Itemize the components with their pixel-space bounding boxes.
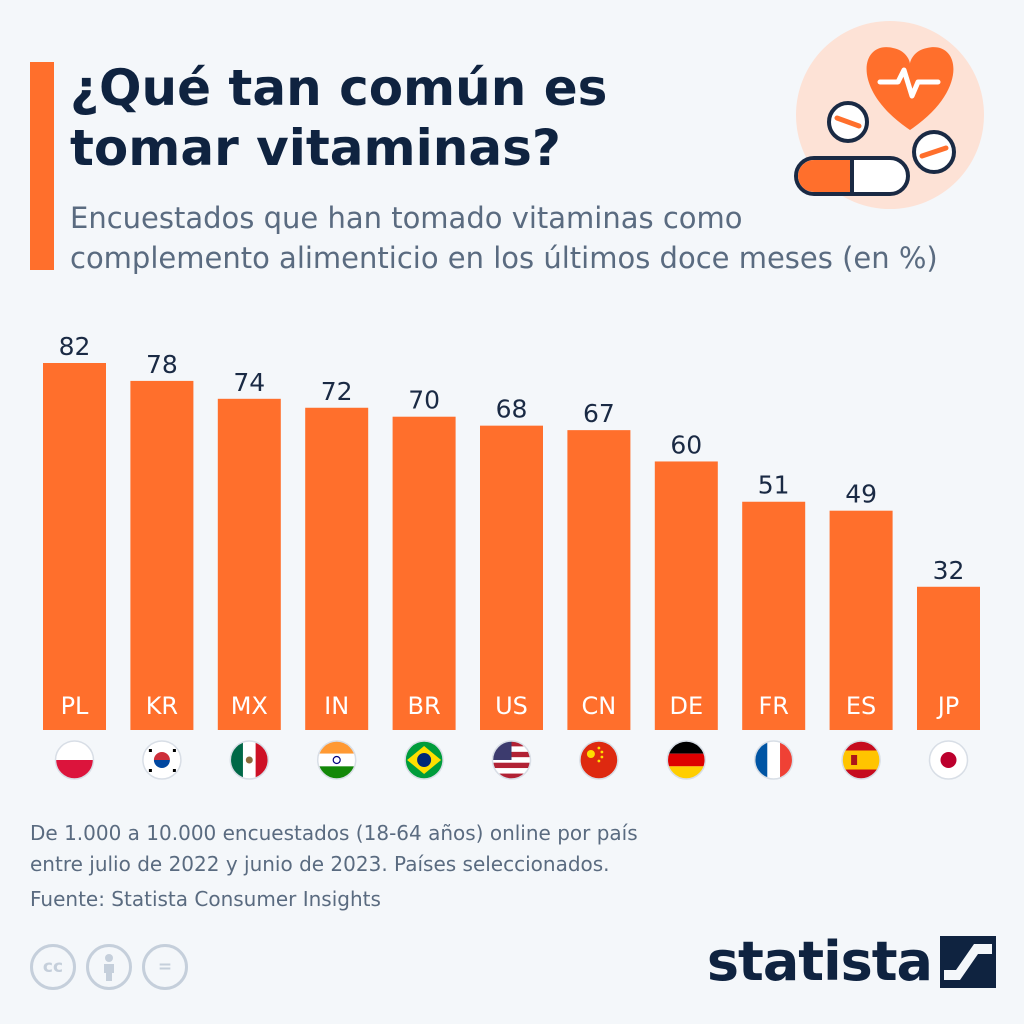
footnote: De 1.000 a 10.000 encuestados (18-64 año… [30,818,790,915]
source-text: Fuente: Statista Consumer Insights [30,887,381,911]
bar-in [305,407,369,730]
subtitle-line-2: complemento alimenticio en los últimos d… [70,241,938,275]
footnote-line-1: De 1.000 a 10.000 encuestados (18-64 año… [30,821,638,845]
value-label-us: 68 [496,395,528,424]
brazil-flag-icon [405,741,444,779]
value-label-in: 72 [321,377,353,406]
bar-cn [567,430,631,730]
flag-border [54,740,95,780]
bar-us [480,425,543,730]
flag-border [579,740,619,780]
spain-flag-icon [842,741,881,779]
flag-border [928,740,969,780]
flag-border [841,740,881,780]
value-label-cn: 67 [583,399,615,428]
attribution-icon[interactable] [86,944,132,990]
bar-pl [43,363,106,730]
bar-group-in: 72 IN [305,377,369,730]
bar-kr [130,380,194,730]
flag-border [229,740,270,780]
person-icon [104,954,114,981]
bar-br [392,416,456,730]
value-label-br: 70 [408,386,440,415]
flag-border [404,740,444,780]
page-subtitle: Encuestados que han tomado vitaminas com… [70,198,1010,278]
value-label-fr: 51 [758,471,790,500]
subtitle-line-1: Encuestados que han tomado vitaminas com… [70,201,743,235]
bar-group-kr: 78 KR [130,350,194,730]
category-label-pl: PL [61,692,89,720]
category-label-us: US [495,692,528,720]
bar-group-de: 60 DE [654,430,718,730]
category-label-mx: MX [231,692,268,720]
category-label-in: IN [324,692,349,720]
category-label-es: ES [846,692,876,720]
bar-group-es: 49 ES [829,480,893,730]
bar-group-cn: 67 CN [567,399,631,730]
category-label-br: BR [408,692,441,720]
category-label-jp: JP [936,692,960,720]
category-label-de: DE [669,692,703,720]
statista-brand[interactable]: statista [707,930,996,993]
bar-group-jp: 32 JP [917,556,980,730]
title-accent-bar [30,62,54,270]
category-label-cn: CN [582,692,617,720]
bar-mx [217,398,281,730]
flag-border [666,740,707,780]
category-label-fr: FR [758,692,788,720]
flag-border [753,740,794,780]
bar-es [829,510,893,730]
value-label-jp: 32 [933,556,965,585]
no-derivatives-icon[interactable]: = [142,944,188,990]
china-flag-icon [579,741,618,779]
value-label-es: 49 [845,480,877,509]
japan-flag-icon [929,741,968,779]
cc-icon[interactable]: cc [30,944,76,990]
statista-logo-icon [940,935,996,988]
bar-group-mx: 74 MX [217,368,281,730]
bar-group-pl: 82 PL [43,332,106,730]
bar-group-us: 68 US [480,395,543,730]
bar-chart: 82 PL 78 KR 74 MX 72 IN 70 BR 68 US 67 CN 60 DE 51 FR 49 ES… [43,332,980,780]
bar-fr [742,501,806,730]
value-label-de: 60 [670,430,702,459]
south-korea-flag-icon [142,741,181,779]
title-line-1: ¿Qué tan común es [70,59,608,117]
poland-flag-icon [55,741,94,779]
value-label-mx: 74 [233,368,265,397]
heart-pills-icon [794,21,984,209]
flag-border [491,740,532,780]
license-icons: cc = [30,944,188,990]
cc-label: cc [42,957,64,977]
value-label-kr: 78 [146,350,178,379]
footnote-line-2: entre julio de 2022 y junio de 2023. Paí… [30,852,610,876]
flag-border [316,740,357,780]
page-title: ¿Qué tan común es tomar vitaminas? [70,58,770,178]
value-label-pl: 82 [59,332,91,361]
title-line-2: tomar vitaminas? [70,119,561,177]
nd-label: = [157,957,173,977]
flag-border [142,740,182,780]
bar-jp [917,586,980,730]
bar-de [654,461,718,730]
bar-group-br: 70 BR [392,386,456,730]
category-label-kr: KR [146,692,178,720]
brand-name: statista [706,930,933,993]
bar-group-fr: 51 FR [742,471,806,730]
